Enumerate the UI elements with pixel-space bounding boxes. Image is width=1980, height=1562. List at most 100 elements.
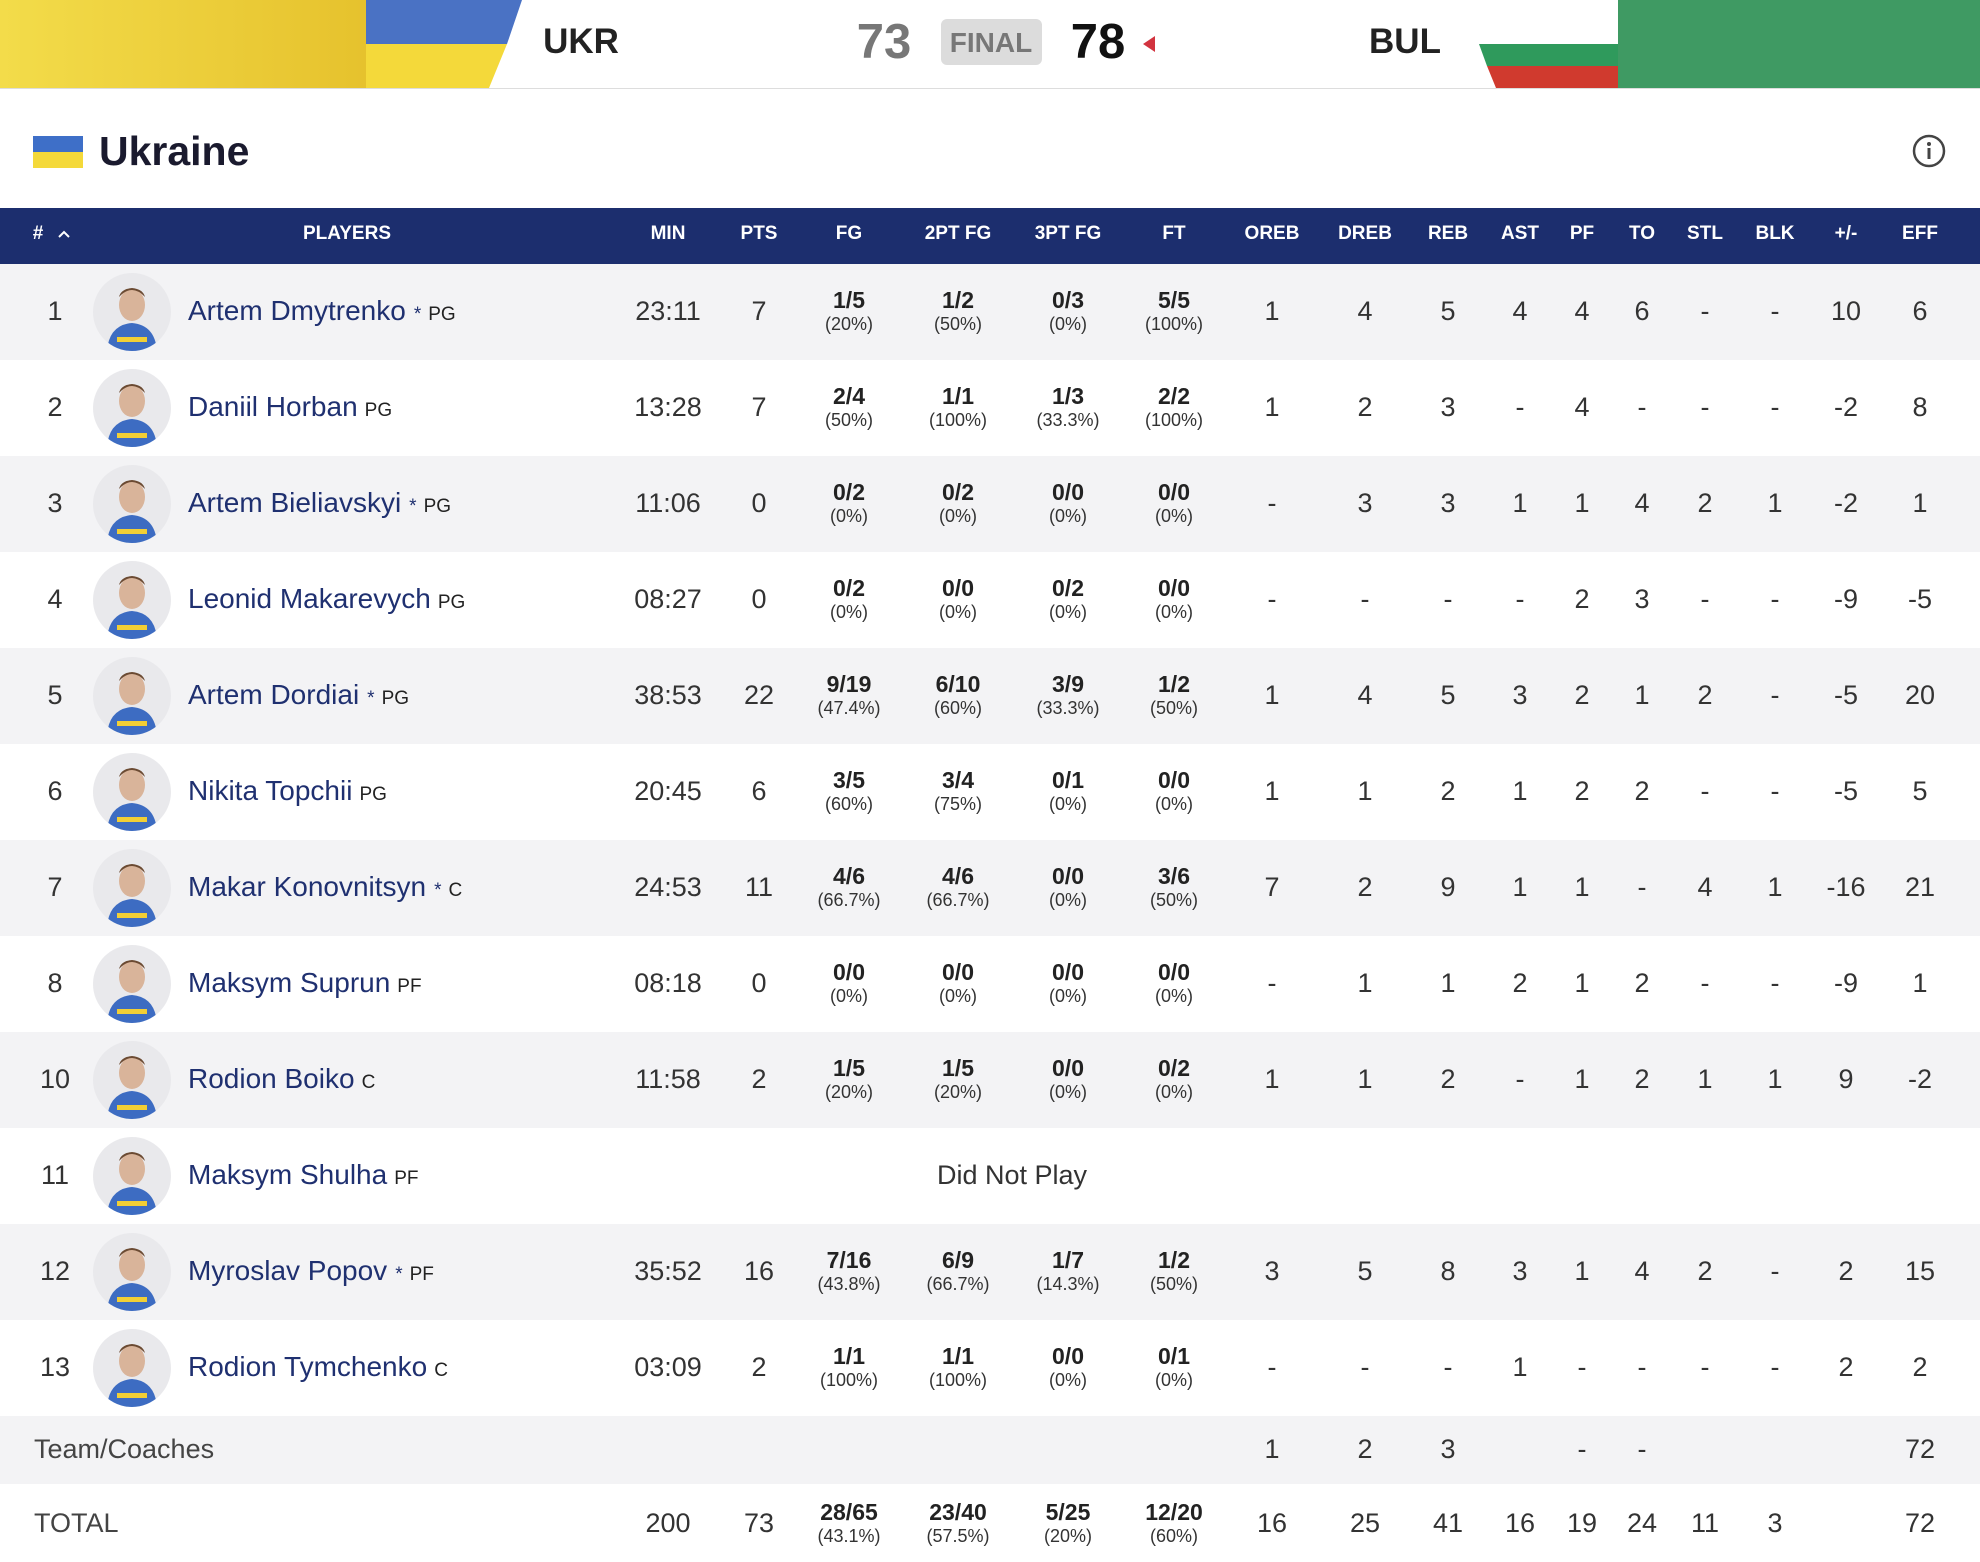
player-row	[0, 552, 1980, 648]
jersey-number: 2	[47, 392, 63, 422]
stat-value: 08:27	[634, 584, 702, 614]
player-name-line: Nikita Topchii PG	[188, 775, 387, 807]
player-name-line: Maksym Shulha PF	[188, 1159, 418, 1191]
stat-value: -5	[1833, 776, 1859, 806]
stat-value: -	[1770, 1256, 1780, 1286]
player-name[interactable]: Nikita Topchii	[188, 775, 353, 806]
stat-value: 6	[1634, 296, 1650, 326]
avatar-graphic	[107, 960, 157, 1023]
stat-value: -9	[1833, 968, 1859, 998]
player-name[interactable]: Daniil Horban	[188, 391, 358, 422]
stat-value: 9	[1838, 1064, 1854, 1094]
shot-made-attempted: 6/10	[935, 671, 981, 697]
stat-value: 5	[1357, 1256, 1373, 1286]
column-header: DREB	[1338, 223, 1392, 244]
stat-value: 24	[1626, 1508, 1658, 1538]
player-photo	[93, 753, 171, 831]
shot-percentage: (50%)	[933, 314, 983, 334]
stat-value: -	[1770, 776, 1780, 806]
player-photo	[93, 273, 171, 351]
stat-value: 4	[1574, 296, 1590, 326]
column-header: PF	[1569, 223, 1595, 244]
stat-value: 1	[1440, 968, 1456, 998]
shot-made-attempted: 1/1	[942, 383, 974, 409]
stat-value: 16	[1504, 1508, 1536, 1538]
player-row	[0, 936, 1980, 1032]
stat-value: 2	[1574, 680, 1590, 710]
stat-value: -5	[1907, 584, 1933, 614]
stat-value: 1	[1512, 488, 1528, 518]
player-photo	[93, 369, 171, 447]
stat-value: 11	[744, 872, 774, 902]
player-name[interactable]: Leonid Makarevych	[188, 583, 431, 614]
player-name-line: Maksym Suprun PF	[188, 967, 422, 999]
player-name[interactable]: Artem Dmytrenko	[188, 295, 406, 326]
shot-made-attempted: 6/9	[942, 1247, 974, 1273]
stat-value: -	[1700, 968, 1710, 998]
stat-value: -	[1360, 584, 1370, 614]
team1-score: 73	[856, 15, 912, 69]
stat-value: -	[1770, 584, 1780, 614]
avatar-graphic	[107, 480, 157, 543]
stat-value: 4	[1357, 680, 1373, 710]
player-name[interactable]: Artem Dordiai	[188, 679, 360, 710]
team2-code: BUL	[1369, 22, 1441, 61]
stat-value: 0	[751, 584, 767, 614]
player-name[interactable]: Maksym Suprun	[188, 967, 391, 998]
stat-value: 7	[1264, 872, 1280, 902]
player-photo	[93, 945, 171, 1023]
player-name-line: Rodion Tymchenko C	[188, 1351, 448, 1383]
shot-percentage: (43.8%)	[817, 1274, 881, 1294]
stat-value: 2	[1634, 776, 1650, 806]
stat-value: 38:53	[634, 680, 702, 710]
player-name[interactable]: Myroslav Popov	[188, 1255, 388, 1286]
stat-value: 21	[1904, 872, 1936, 902]
stat-value: 3	[1357, 488, 1373, 518]
jersey-number: 8	[47, 968, 63, 998]
player-name[interactable]: Rodion Boiko	[188, 1063, 355, 1094]
player-name[interactable]: Maksym Shulha	[188, 1159, 388, 1190]
stat-value: -	[1577, 1434, 1587, 1464]
player-row	[0, 264, 1980, 360]
sort-arrow[interactable]	[57, 229, 71, 239]
info-icon[interactable]	[1912, 134, 1946, 168]
shot-made-attempted: 0/1	[1158, 1343, 1190, 1369]
player-position: PG	[359, 784, 387, 805]
stat-value: 1	[1512, 776, 1528, 806]
shot-percentage: (20%)	[1043, 1526, 1093, 1546]
shot-made-attempted: 1/5	[942, 1055, 974, 1081]
shot-made-attempted: 0/0	[1158, 575, 1190, 601]
column-header: 2PT FG	[924, 223, 992, 244]
shot-percentage: (0%)	[829, 506, 869, 526]
column-header: FT	[1162, 223, 1186, 244]
shot-percentage: (14.3%)	[1036, 1274, 1100, 1294]
player-name[interactable]: Rodion Tymchenko	[188, 1351, 428, 1382]
stat-value: 13:28	[634, 392, 702, 422]
player-name-line: Artem Dordiai * PG	[188, 679, 409, 711]
starter-mark: *	[367, 688, 375, 709]
jersey-number: 1	[47, 296, 63, 326]
player-name-line: Rodion Boiko C	[188, 1063, 375, 1095]
player-name-line: Leonid Makarevych PG	[188, 583, 465, 615]
stat-value: -	[1770, 968, 1780, 998]
avatar-graphic	[107, 576, 157, 639]
player-name[interactable]: Artem Bieliavskyi	[188, 487, 402, 518]
stat-value: 20	[1904, 680, 1936, 710]
shot-made-attempted: 1/2	[942, 287, 974, 313]
column-header: AST	[1501, 223, 1539, 244]
stat-value: 4	[1634, 488, 1650, 518]
stat-value: 1	[1912, 968, 1928, 998]
stat-value: 6	[1912, 296, 1928, 326]
jersey-number: 3	[47, 488, 63, 518]
stat-value: 1	[1767, 1064, 1783, 1094]
stat-value: 8	[1440, 1256, 1456, 1286]
column-header: REB	[1427, 223, 1469, 244]
shot-made-attempted: 23/40	[929, 1499, 987, 1525]
stat-value: 35:52	[634, 1256, 702, 1286]
player-name[interactable]: Makar Konovnitsyn	[188, 871, 427, 902]
shot-made-attempted: 5/25	[1045, 1499, 1091, 1525]
starter-mark: *	[395, 1264, 403, 1285]
stat-value: 4	[1634, 1256, 1650, 1286]
shot-made-attempted: 0/0	[1052, 959, 1084, 985]
stat-value: -	[1770, 296, 1780, 326]
